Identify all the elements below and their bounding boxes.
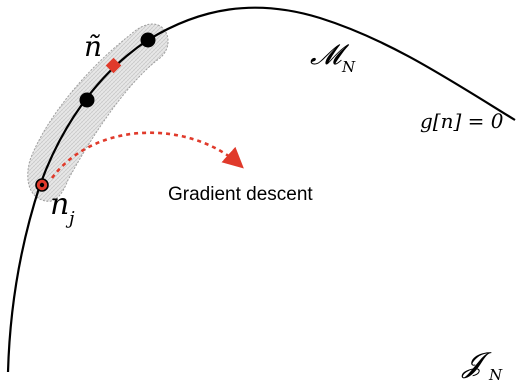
point-upper xyxy=(140,32,156,48)
point-n-j-core xyxy=(39,182,45,188)
label-space: 𝓙 N xyxy=(461,346,503,383)
svg-text:N: N xyxy=(488,366,503,383)
svg-text:𝓙: 𝓙 xyxy=(461,346,492,379)
label-manifold: 𝓜 N xyxy=(310,38,356,76)
svg-text:j: j xyxy=(65,208,75,229)
label-gradient-descent: Gradient descent xyxy=(168,184,313,205)
gradient-descent-arrow xyxy=(50,131,244,179)
svg-text:n: n xyxy=(50,187,69,222)
neighborhood-band xyxy=(27,23,169,202)
label-n-tilde: ñ xyxy=(84,30,102,63)
point-middle xyxy=(79,92,95,108)
point-n-tilde-marker xyxy=(105,57,122,74)
label-constraint: g[n] = 0 xyxy=(420,109,504,133)
svg-text:N: N xyxy=(341,58,356,76)
label-n-j: n j xyxy=(50,187,75,229)
